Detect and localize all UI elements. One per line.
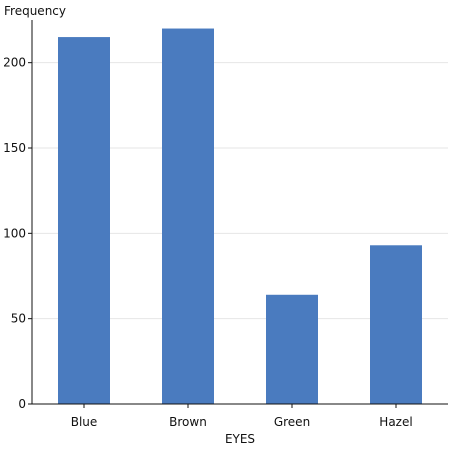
y-tick-label: 100 — [3, 226, 26, 240]
y-tick-label: 0 — [18, 397, 26, 411]
y-axis-ticks: 0 50 100 150 200 — [3, 56, 32, 411]
x-tick-label: Brown — [169, 415, 207, 429]
x-tick-label: Blue — [71, 415, 98, 429]
x-axis-ticks: Blue Brown Green Hazel — [71, 404, 413, 429]
x-axis-title: EYES — [225, 432, 255, 446]
x-tick-label: Hazel — [379, 415, 412, 429]
bar-brown — [162, 28, 214, 405]
y-tick-label: 150 — [3, 141, 26, 155]
axes — [31, 20, 448, 405]
bar-green — [266, 294, 318, 404]
y-tick-label: 200 — [3, 56, 26, 70]
x-tick-label: Green — [274, 415, 310, 429]
y-tick-label: 50 — [11, 312, 26, 326]
bar-hazel — [370, 245, 422, 404]
bars — [58, 28, 422, 405]
bar-blue — [58, 37, 110, 405]
y-axis-title: Frequency — [4, 4, 66, 18]
